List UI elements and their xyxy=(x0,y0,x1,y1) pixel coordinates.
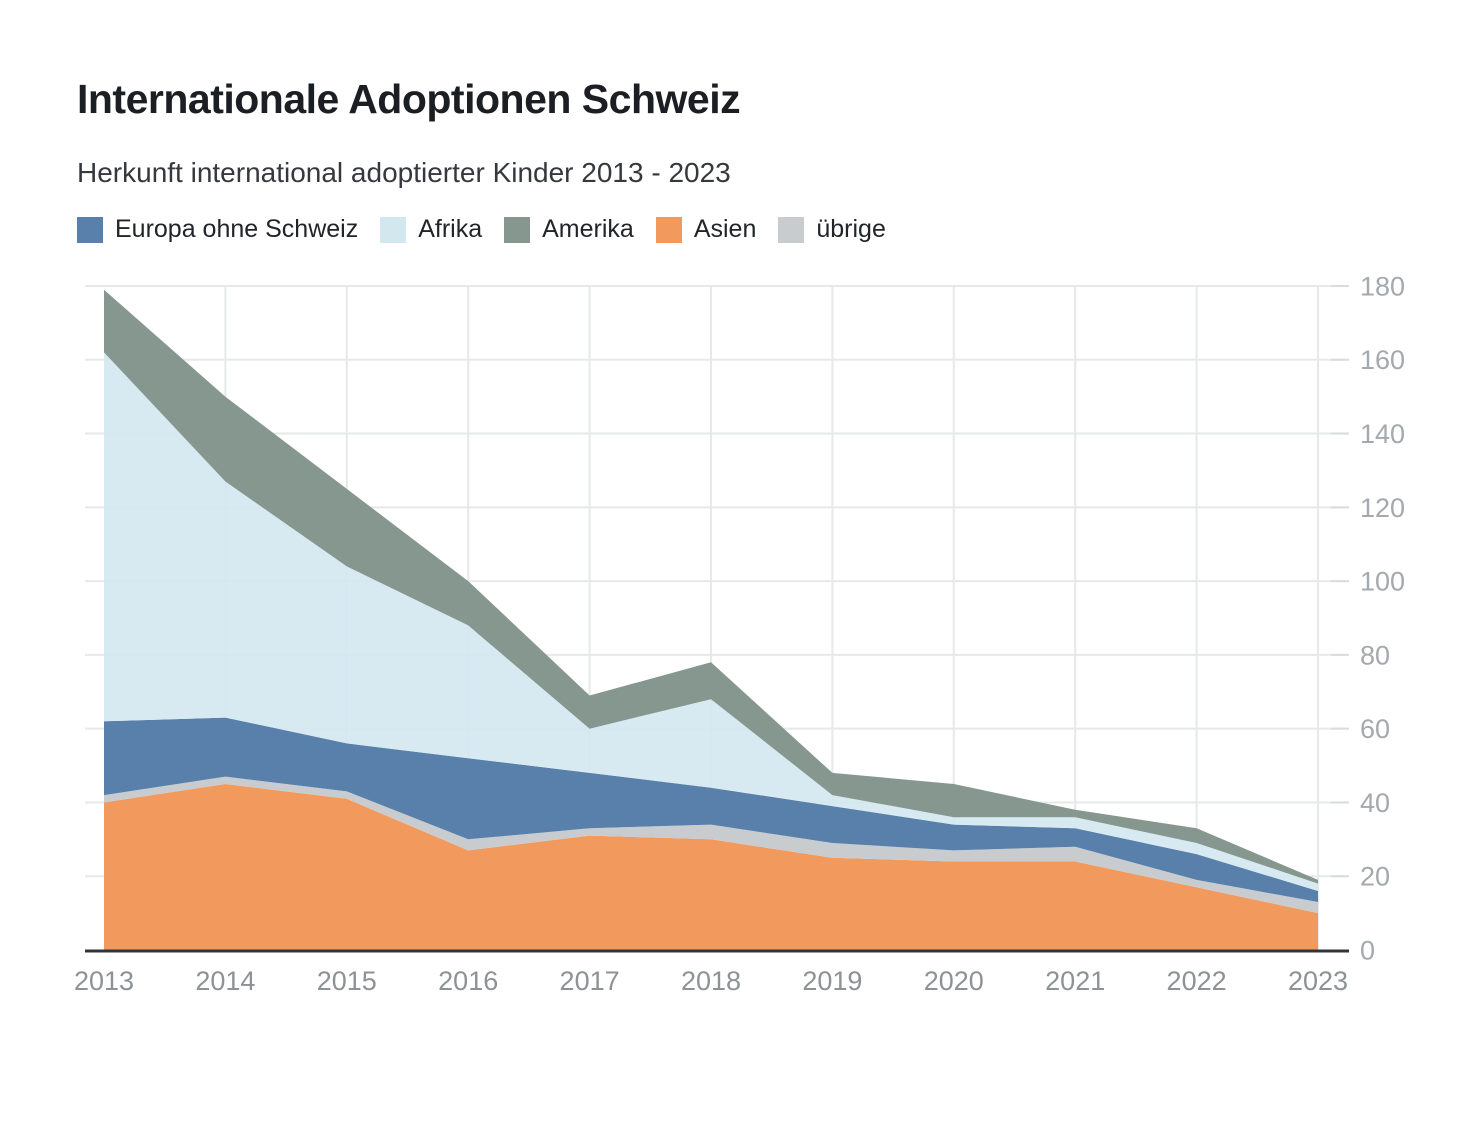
legend-label-afrika: Afrika xyxy=(418,215,483,243)
legend-item-amerika: Amerika xyxy=(504,215,634,244)
legend: Europa ohne Schweiz Afrika Amerika Asien übr… xyxy=(77,215,886,244)
y-label-20: 20 xyxy=(1360,862,1390,892)
x-label-2022: 2022 xyxy=(1167,966,1227,996)
legend-label-europa-ohne-schweiz: Europa ohne Schweiz xyxy=(115,215,359,243)
legend-label-asien: Asien xyxy=(693,215,757,243)
stacked-areas xyxy=(104,289,1318,950)
legend-item-ubrige: übrige xyxy=(778,215,886,244)
x-label-2019: 2019 xyxy=(802,966,862,996)
legend-item-afrika: Afrika xyxy=(380,215,482,244)
y-label-120: 120 xyxy=(1360,493,1405,523)
x-label-2013: 2013 xyxy=(74,966,134,996)
legend-swatch-ubrige xyxy=(778,216,805,243)
y-label-160: 160 xyxy=(1360,345,1405,375)
y-axis: 0 20 40 60 80 100 120 140 160 180 xyxy=(1331,271,1405,965)
x-label-2023: 2023 xyxy=(1288,966,1348,996)
x-label-2021: 2021 xyxy=(1045,966,1105,996)
y-label-40: 40 xyxy=(1360,788,1390,818)
legend-item-asien: Asien xyxy=(655,215,757,244)
chart-subtitle: Herkunft international adoptierter Kinde… xyxy=(77,157,731,188)
y-label-0: 0 xyxy=(1360,935,1375,965)
y-label-140: 140 xyxy=(1360,419,1405,449)
area-europa-ohne-schweiz xyxy=(104,717,1318,902)
y-label-80: 80 xyxy=(1360,640,1390,670)
legend-swatch-asien xyxy=(655,216,682,243)
y-label-60: 60 xyxy=(1360,714,1390,744)
x-label-2015: 2015 xyxy=(317,966,377,996)
x-label-2014: 2014 xyxy=(195,966,255,996)
legend-item-europa-ohne-schweiz: Europa ohne Schweiz xyxy=(77,215,358,244)
x-label-2020: 2020 xyxy=(924,966,984,996)
y-label-180: 180 xyxy=(1360,271,1405,301)
area-afrika xyxy=(104,352,1318,891)
x-axis: 2013 2014 2015 2016 2017 2018 2019 2020 2021 2022… xyxy=(74,966,1348,996)
chart-title: Internationale Adoptionen Schweiz xyxy=(77,76,741,122)
x-label-2018: 2018 xyxy=(681,966,741,996)
x-label-2017: 2017 xyxy=(560,966,620,996)
legend-label-amerika: Amerika xyxy=(542,215,634,243)
legend-swatch-europa-ohne-schweiz xyxy=(77,216,103,243)
legend-swatch-amerika xyxy=(504,216,531,243)
area-asien xyxy=(104,784,1318,950)
legend-swatch-afrika xyxy=(380,216,407,243)
legend-label-ubrige: übrige xyxy=(816,215,886,243)
x-label-2016: 2016 xyxy=(438,966,498,996)
y-label-100: 100 xyxy=(1360,567,1405,597)
